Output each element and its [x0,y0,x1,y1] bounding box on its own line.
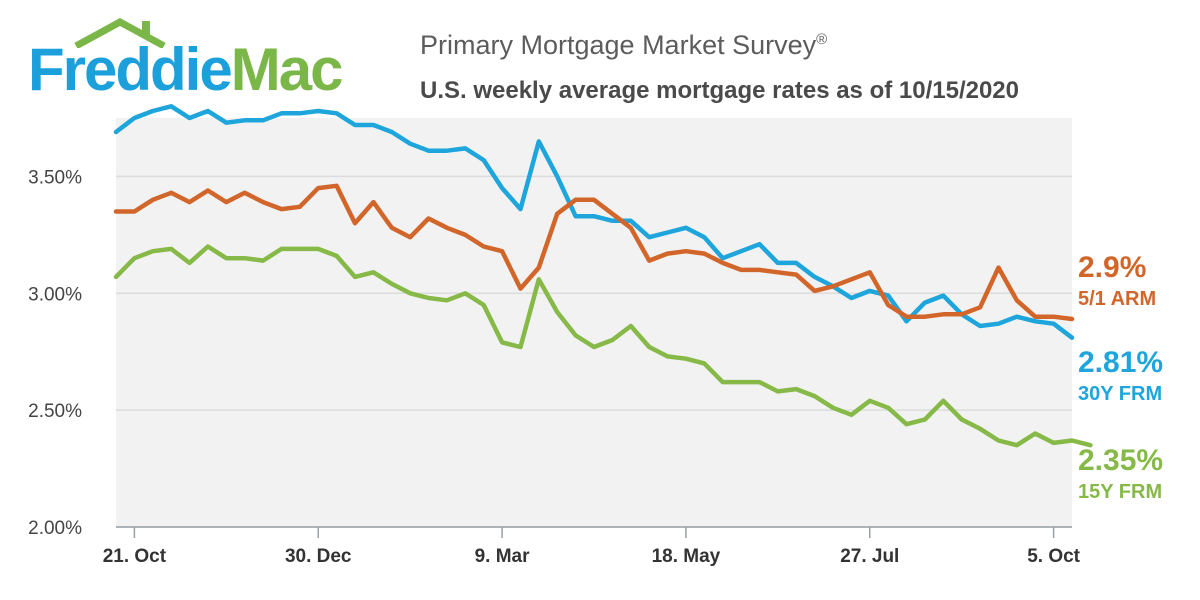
x-axis: 21. Oct 30. Dec 9. Mar 18. May 27. Jul 5. Oct [103,526,1081,567]
y-axis: 2.00% 2.50% 3.00% 3.50% [28,167,82,539]
end-value-label: 2.9% [1078,251,1146,284]
x-tick-label: 27. Jul [840,546,899,567]
series-name-label: 15Y FRM [1078,481,1162,503]
y-tick-label: 2.00% [28,518,82,539]
plot-background [116,118,1072,527]
end-value-label: 2.81% [1078,346,1163,379]
end-labels: 2.81% 30Y FRM 2.9% 5/1 ARM 2.35% 15Y FRM [1078,251,1163,503]
x-tick-label: 18. May [652,546,721,567]
logo-mac: Mac [230,36,344,103]
x-tick-label: 9. Mar [475,546,531,567]
end-value-label: 2.35% [1078,444,1163,477]
x-tick-label: 30. Dec [285,546,352,567]
series-lines [113,104,1093,448]
series-line-5-1-arm [113,183,1075,322]
series-line-15y-frm [113,244,1093,448]
series-name-label: 30Y FRM [1078,383,1162,405]
x-tick-label: 5. Oct [1027,546,1080,567]
logo-freddie: Freddie [28,36,233,103]
freddie-mac-logo: FreddieMac [28,18,388,108]
y-tick-label: 3.00% [28,284,82,305]
registered-mark: ® [816,31,828,48]
title-text: Primary Mortgage Market Survey [420,30,817,60]
logo-wordmark: FreddieMac [28,40,343,100]
y-tick-label: 2.50% [28,401,82,422]
chart-subtitle: U.S. weekly average mortgage rates as of… [420,77,1020,104]
series-name-label: 5/1 ARM [1078,288,1156,310]
y-tick-label: 3.50% [28,167,82,188]
chart-title: Primary Mortgage Market Survey® [420,30,827,61]
x-tick-label: 21. Oct [103,546,167,567]
house-roof-icon [74,18,166,48]
